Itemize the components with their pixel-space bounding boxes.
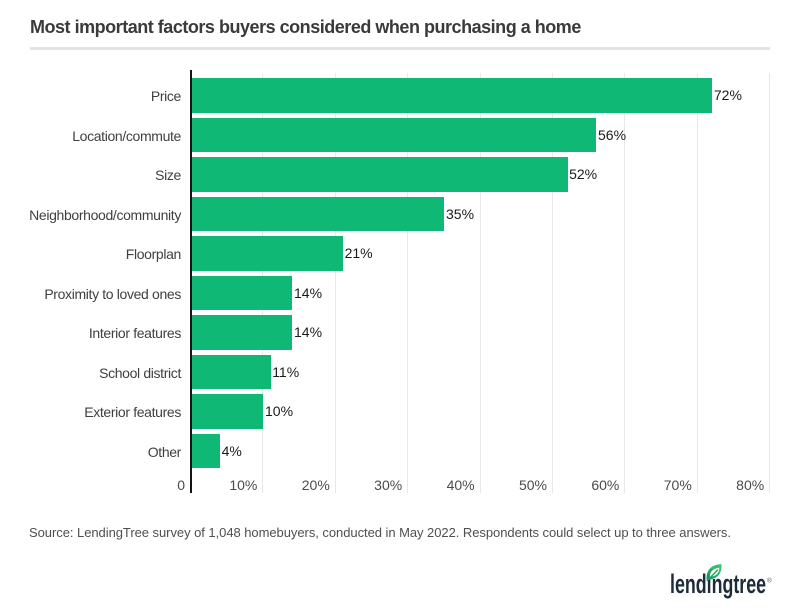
svg-text:®: ®	[767, 577, 772, 585]
